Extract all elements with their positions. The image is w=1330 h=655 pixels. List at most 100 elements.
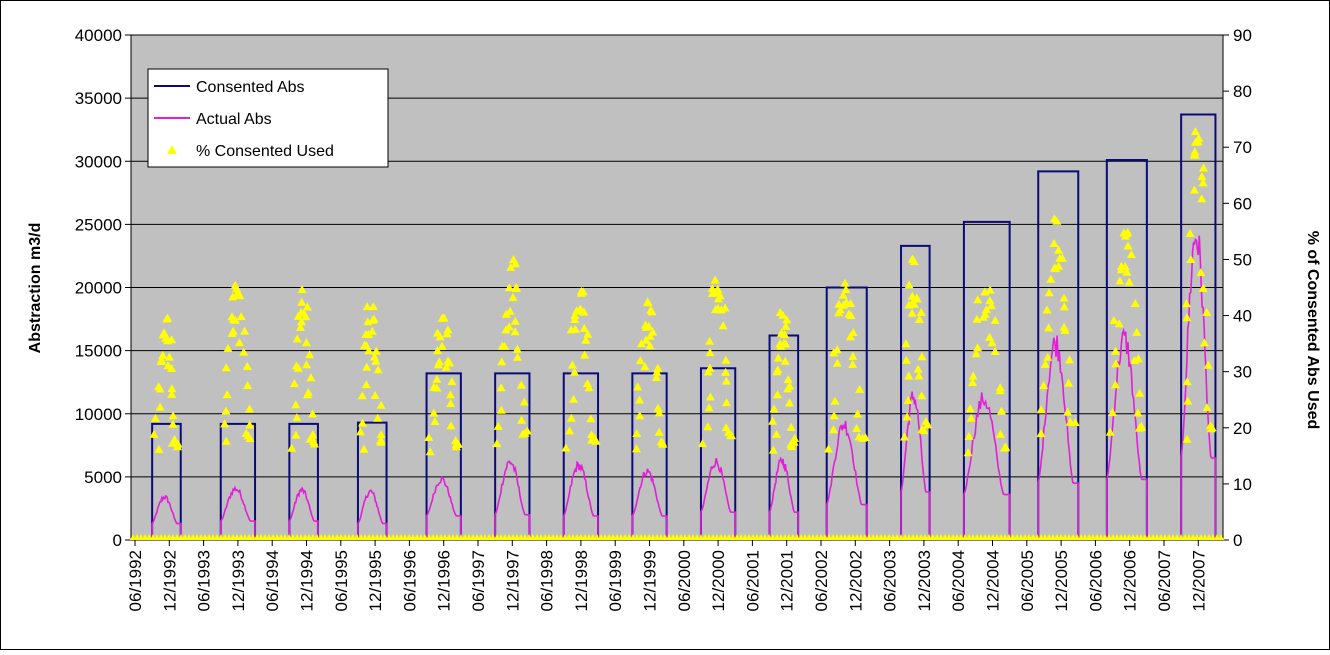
series-point-percent-zero xyxy=(226,534,232,540)
series-line-actual-period xyxy=(357,489,388,540)
series-point-percent-zero xyxy=(334,534,340,540)
series-point-percent xyxy=(517,415,526,424)
series-point-percent-zero xyxy=(422,534,428,540)
series-point-percent-zero xyxy=(890,534,896,540)
series-point-percent xyxy=(644,321,654,330)
series-point-percent xyxy=(1130,299,1140,307)
x-tick-label: 12/1999 xyxy=(641,550,660,611)
series-point-percent-zero xyxy=(854,534,860,540)
series-point-percent xyxy=(358,418,367,427)
series-point-percent xyxy=(513,352,522,361)
series-point-percent xyxy=(1059,302,1069,311)
series-point-percent xyxy=(376,400,386,409)
series-point-percent-zero xyxy=(234,534,240,540)
series-point-percent-zero xyxy=(974,534,980,540)
series-point-percent xyxy=(964,431,974,440)
series-point-percent xyxy=(301,338,311,347)
series-point-percent-zero xyxy=(646,534,652,540)
series-point-percent xyxy=(704,403,714,412)
series-point-percent-zero xyxy=(1014,534,1020,540)
series-point-percent-zero xyxy=(258,534,264,540)
series-point-percent xyxy=(721,376,731,385)
series-line-actual-period xyxy=(631,468,668,540)
series-point-percent-zero xyxy=(326,534,332,540)
series-point-percent-zero xyxy=(1026,534,1032,540)
series-point-percent xyxy=(292,413,302,422)
series-point-percent xyxy=(306,373,316,382)
series-point-percent xyxy=(245,404,254,413)
series-point-percent xyxy=(654,427,664,436)
x-tick-label: 12/2004 xyxy=(984,550,1003,611)
series-point-percent-zero xyxy=(786,534,792,540)
series-point-percent xyxy=(234,290,244,299)
series-point-percent-zero xyxy=(1142,534,1148,540)
series-point-percent-zero xyxy=(794,534,800,540)
x-tick-label: 06/1996 xyxy=(400,550,419,611)
series-point-percent xyxy=(432,383,442,392)
x-tick-label: 12/2002 xyxy=(846,550,865,611)
series-point-percent xyxy=(446,399,456,407)
series-point-percent-zero xyxy=(330,534,336,540)
series-point-percent xyxy=(445,358,455,367)
series-point-percent-zero xyxy=(598,534,604,540)
series-point-percent-zero xyxy=(262,534,268,540)
series-point-percent xyxy=(512,344,522,353)
series-point-percent-zero xyxy=(430,534,436,540)
series-point-percent-zero xyxy=(1170,534,1176,540)
series-point-percent-zero xyxy=(946,534,952,540)
series-point-percent xyxy=(1046,274,1056,283)
series-point-percent xyxy=(591,436,601,445)
series-point-percent-zero xyxy=(782,534,788,540)
series-point-percent-zero xyxy=(902,534,908,540)
series-point-percent xyxy=(1043,352,1053,361)
series-point-percent xyxy=(782,315,792,324)
series-point-percent-zero xyxy=(446,534,452,540)
series-point-percent-zero xyxy=(474,534,480,540)
series-point-percent xyxy=(1065,355,1074,364)
series-point-percent-zero xyxy=(398,534,404,540)
series-point-percent xyxy=(1198,178,1208,187)
series-point-percent-zero xyxy=(302,534,308,540)
series-point-percent xyxy=(903,396,913,404)
series-point-percent xyxy=(829,425,838,434)
x-tick-label: 06/1992 xyxy=(126,550,145,611)
series-point-percent-zero xyxy=(386,534,392,540)
series-point-percent xyxy=(371,346,381,355)
series-point-percent xyxy=(785,381,795,390)
series-point-percent xyxy=(357,391,367,400)
series-point-percent-zero xyxy=(406,534,412,540)
series-point-percent-zero xyxy=(754,534,760,540)
series-point-percent-zero xyxy=(650,534,656,540)
series-point-percent xyxy=(1190,127,1200,136)
series-point-percent-zero xyxy=(1174,534,1180,540)
right-tick-label: 90 xyxy=(1233,26,1252,45)
series-point-percent xyxy=(995,386,1005,395)
series-point-percent-zero xyxy=(1214,534,1220,540)
series-point-percent xyxy=(823,444,833,453)
series-point-percent xyxy=(570,311,580,320)
series-point-percent-zero xyxy=(150,534,156,540)
series-point-percent xyxy=(1109,316,1119,324)
series-point-percent-zero xyxy=(830,534,836,540)
series-point-percent xyxy=(985,285,995,294)
series-point-percent-zero xyxy=(290,534,296,540)
x-tick-label: 12/1992 xyxy=(160,550,179,611)
x-tick-label: 06/2006 xyxy=(1086,550,1105,611)
series-point-percent xyxy=(841,285,851,293)
series-point-percent-zero xyxy=(834,534,840,540)
series-point-percent-zero xyxy=(1106,534,1112,540)
series-point-percent-zero xyxy=(1186,534,1192,540)
series-point-percent-zero xyxy=(1018,534,1024,540)
x-tick-label: 06/2002 xyxy=(812,550,831,611)
series-point-percent xyxy=(846,299,856,307)
series-point-percent xyxy=(167,335,177,344)
series-point-percent xyxy=(768,416,778,425)
series-point-percent xyxy=(303,390,312,399)
series-point-percent-zero xyxy=(1130,534,1136,540)
series-point-percent xyxy=(368,315,378,324)
series-point-percent xyxy=(506,262,516,271)
series-point-percent-zero xyxy=(850,534,856,540)
series-point-percent xyxy=(900,432,909,441)
series-point-percent xyxy=(973,295,983,304)
series-point-percent xyxy=(581,335,591,344)
